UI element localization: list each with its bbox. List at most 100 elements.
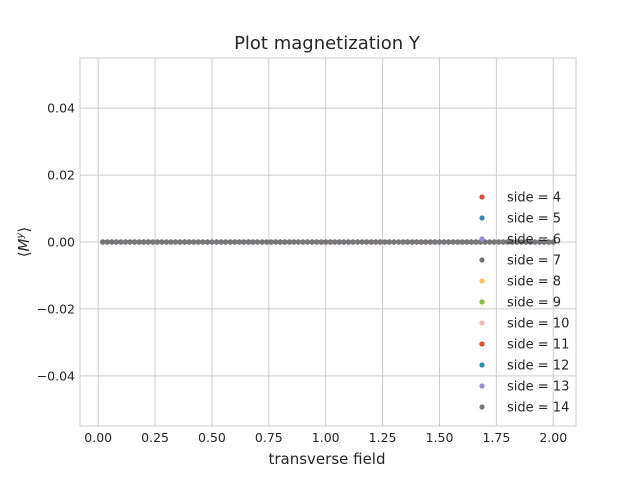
data-point	[118, 239, 124, 245]
data-point	[318, 239, 324, 245]
data-point	[432, 239, 438, 245]
data-point	[332, 239, 338, 245]
legend-marker	[479, 278, 485, 284]
data-point	[132, 239, 138, 245]
legend-item: side = 8	[479, 275, 561, 290]
legend-item: side = 4	[479, 191, 561, 206]
legend-item: side = 14	[479, 401, 569, 416]
data-point	[250, 239, 256, 245]
data-points	[100, 239, 556, 245]
data-point	[300, 239, 306, 245]
data-point	[304, 239, 311, 245]
legend-marker	[479, 257, 485, 263]
data-point	[327, 239, 333, 245]
data-point	[509, 239, 515, 245]
x-tick-label: 0.75	[255, 430, 283, 445]
data-point	[382, 239, 388, 245]
data-point	[204, 239, 211, 245]
data-point	[109, 239, 115, 245]
data-point	[154, 239, 160, 245]
legend-marker	[479, 383, 485, 389]
legend-item: side = 12	[479, 359, 569, 374]
data-point	[241, 239, 247, 245]
data-point	[368, 239, 374, 245]
data-point	[500, 239, 506, 245]
data-point	[536, 239, 543, 245]
data-point	[427, 239, 433, 245]
x-tick-label: 2.00	[539, 430, 567, 445]
data-point	[172, 239, 179, 245]
data-point	[223, 239, 229, 245]
data-point	[150, 239, 156, 245]
data-point	[450, 239, 456, 245]
data-point	[213, 239, 220, 245]
data-point	[163, 239, 170, 245]
data-point	[268, 239, 274, 245]
data-point	[523, 239, 529, 245]
data-point	[391, 239, 397, 245]
data-point	[400, 239, 406, 245]
data-point	[464, 239, 470, 245]
data-point	[323, 239, 329, 245]
data-point	[282, 239, 288, 245]
data-point	[436, 239, 443, 245]
legend-item: side = 6	[479, 233, 561, 248]
data-point	[100, 239, 106, 245]
data-point	[145, 239, 151, 245]
y-axis-title: ⟨My⟩	[15, 227, 33, 258]
legend-label: side = 13	[507, 380, 569, 395]
legend-label: side = 14	[507, 401, 569, 416]
legend-item: side = 11	[479, 338, 569, 353]
data-point	[496, 239, 502, 245]
legend: side = 4 side = 5 side = 6 side = 7 side = 8…	[479, 191, 569, 416]
data-point	[254, 239, 261, 245]
legend-label: side = 4	[507, 191, 561, 206]
data-point	[459, 239, 465, 245]
legend-marker	[479, 320, 485, 326]
x-tick-label: 0.50	[198, 430, 226, 445]
data-point	[377, 239, 383, 245]
data-point	[127, 239, 133, 245]
data-point	[418, 239, 424, 245]
data-point	[195, 239, 201, 245]
data-point	[263, 239, 270, 245]
data-point	[286, 239, 292, 245]
data-point	[455, 239, 461, 245]
legend-marker	[479, 299, 485, 305]
legend-marker	[479, 236, 485, 242]
data-point	[445, 239, 452, 245]
data-point	[350, 239, 356, 245]
legend-marker	[479, 194, 485, 200]
data-point	[227, 239, 233, 245]
data-point	[113, 239, 120, 245]
data-point	[546, 239, 552, 245]
x-tick-label: 1.75	[482, 430, 510, 445]
data-point	[191, 239, 197, 245]
y-tick-label: −0.04	[37, 368, 75, 383]
data-point	[505, 239, 511, 245]
legend-item: side = 10	[479, 317, 569, 332]
legend-marker	[479, 341, 485, 347]
y-tick-label: −0.02	[37, 301, 75, 316]
legend-marker	[479, 404, 485, 410]
tick-labels: 0.00 0.25 0.50 0.75 1.00 1.25 1.50 1.75 2.00 −0.0…	[37, 101, 568, 445]
data-point	[491, 239, 497, 245]
data-point	[309, 239, 315, 245]
data-point	[395, 239, 402, 245]
data-point	[236, 239, 242, 245]
data-point	[518, 239, 524, 245]
data-point	[209, 239, 215, 245]
legend-marker	[479, 215, 485, 221]
plot-frame	[79, 57, 577, 427]
x-tick-label: 1.00	[312, 430, 340, 445]
series-points	[100, 239, 556, 245]
data-point	[414, 239, 420, 245]
data-point	[405, 239, 411, 245]
legend-label: side = 12	[507, 359, 569, 374]
legend-item: side = 9	[479, 296, 561, 311]
legend-label: side = 8	[507, 275, 561, 290]
legend-item: side = 7	[479, 254, 561, 269]
legend-label: side = 11	[507, 338, 569, 353]
x-tick-label: 0.00	[84, 430, 112, 445]
